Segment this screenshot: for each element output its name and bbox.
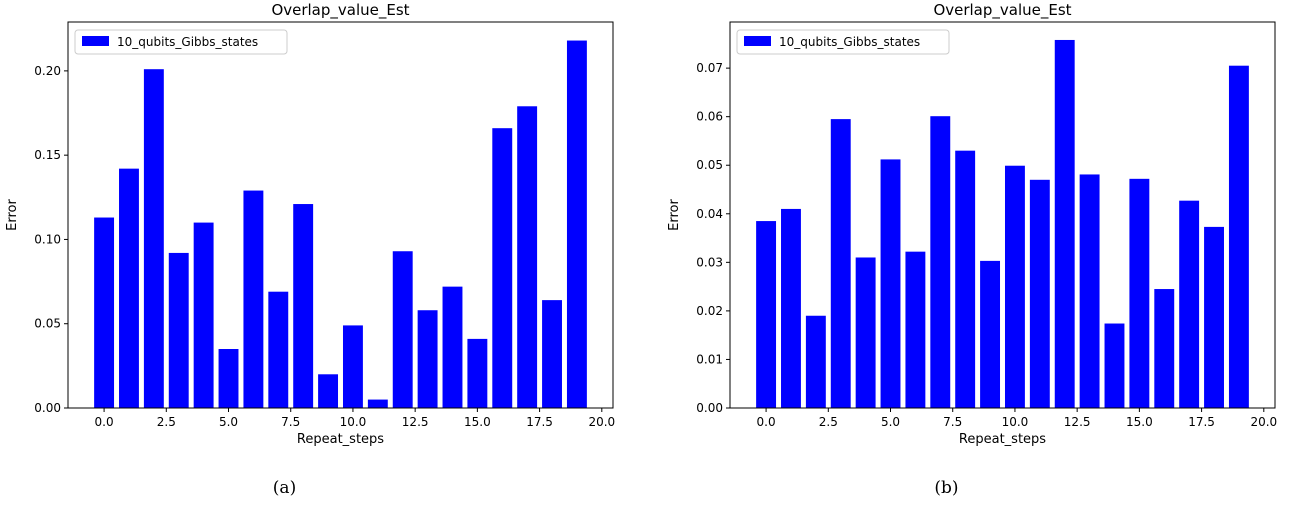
y-tick-label: 0.05 [696,158,723,172]
plot-frame [67,21,614,409]
bar [805,315,826,408]
legend-box [736,29,950,55]
bar [1154,289,1175,408]
bar [318,374,339,408]
bar [1204,226,1224,408]
x-tick-label: 2.5 [819,415,838,429]
x-tick-label: 20.0 [1250,415,1277,429]
bar [1129,178,1150,408]
bar [293,204,314,408]
x-tick-label: 17.5 [1188,415,1215,429]
bar [417,310,438,408]
x-tick-label: 10.0 [340,415,367,429]
y-tick-label: 0.05 [34,317,61,331]
x-tick-label: 15.0 [464,415,491,429]
x-tick-label: 2.5 [157,415,176,429]
bar [1228,65,1249,408]
bar [218,349,239,408]
y-tick-label: 0.04 [696,207,723,221]
chart-panel-a: Overlap_value_Est 0.0 2.5 5.0 7.5 10.0 12.5 15.… [5,1,615,498]
bar [143,69,164,408]
bar [94,217,115,408]
y-tick-label: 0.07 [696,61,723,75]
bar [542,300,562,408]
bar [1029,179,1050,408]
y-tick-label: 0.10 [34,232,61,246]
bar [193,222,214,408]
bar [517,106,538,408]
bar [119,168,139,408]
legend-label: 10_qubits_Gibbs_states [117,35,258,49]
x-tick-label: 12.5 [402,415,429,429]
chart-panel-b: Overlap_value_Est 0.0 2.5 5.0 7.5 10.0 12.5 15.… [667,1,1277,498]
y-tick-label: 0.20 [34,64,61,78]
legend: 10_qubits_Gibbs_states [74,29,288,55]
legend-swatch [82,36,109,46]
x-tick-label: 12.5 [1064,415,1091,429]
bar [367,399,388,408]
bar [930,116,951,408]
y-tick-label: 0.06 [696,110,723,124]
x-tick-label: 20.0 [588,415,615,429]
bar [168,252,189,408]
bar [1104,323,1125,408]
y-tick-label: 0.02 [696,304,723,318]
x-tick-label: 15.0 [1126,415,1153,429]
x-axis-label: Repeat_steps [959,432,1046,447]
x-axis-label: Repeat_steps [297,432,384,447]
bar [566,40,587,409]
x-tick-label: 5.0 [219,415,238,429]
chart-title: Overlap_value_Est [271,1,409,20]
y-axis-label: Error [5,199,20,231]
bar [980,260,1001,408]
bar [268,291,289,408]
x-tick-label: 7.5 [281,415,300,429]
x-tick-label: 7.5 [943,415,962,429]
bar [467,338,488,408]
legend-label: 10_qubits_Gibbs_states [779,35,920,49]
bar [1004,165,1025,408]
bar [243,190,264,408]
x-tick-label: 5.0 [881,415,900,429]
x-tick-label: 10.0 [1002,415,1029,429]
bar [1054,39,1075,408]
legend-swatch [744,36,771,46]
y-tick-label: 0.01 [696,352,723,366]
bar [492,128,513,408]
x-tick-label: 17.5 [526,415,553,429]
x-tick-label: 0.0 [95,415,114,429]
chart-title: Overlap_value_Est [933,1,1071,20]
subfigure-caption: (b) [934,478,958,498]
legend-box [74,29,288,55]
bar [1079,174,1100,408]
bar [1179,200,1200,408]
y-tick-label: 0.03 [696,255,723,269]
legend: 10_qubits_Gibbs_states [736,29,950,55]
bar [955,150,976,408]
bar [830,119,851,408]
bar [756,221,777,408]
y-tick-label: 0.15 [34,148,61,162]
bar [342,325,363,408]
bar [880,159,901,408]
bar [781,208,801,408]
y-axis-label: Error [667,199,682,231]
subfigure-caption: (a) [273,478,296,498]
bar [442,286,463,408]
bar [855,257,876,408]
x-tick-label: 0.0 [757,415,776,429]
y-tick-label: 0.00 [696,401,723,415]
plot-frame [729,21,1276,409]
y-tick-label: 0.00 [34,401,61,415]
bar [905,251,926,408]
bar [392,251,413,408]
